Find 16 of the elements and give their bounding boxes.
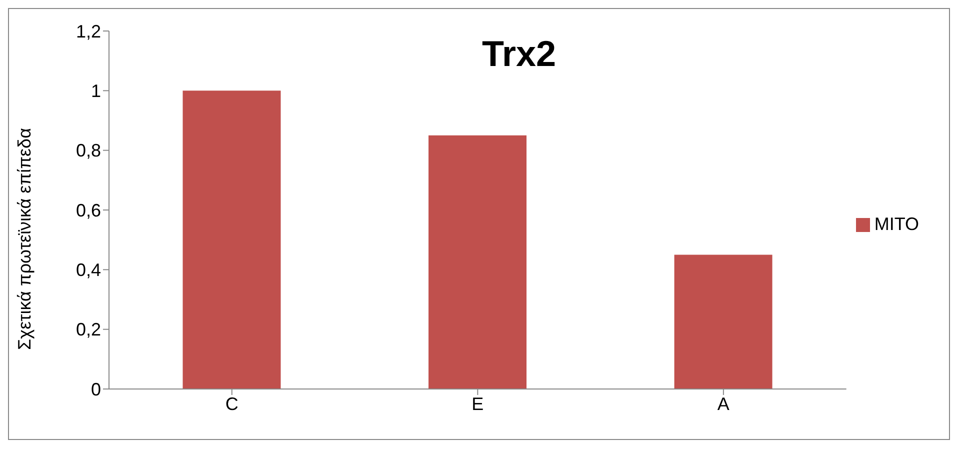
y-tick-label: 0,2: [76, 320, 101, 340]
y-tick-label: 0,6: [76, 200, 101, 220]
legend-label: MITO: [874, 214, 919, 234]
chart-title: Trx2: [480, 33, 558, 75]
bar: [428, 135, 527, 389]
x-tick-label: A: [717, 394, 730, 414]
y-tick-label: 1,2: [76, 21, 101, 42]
y-tick-label: 1: [90, 81, 101, 102]
y-tick-label: 0,8: [76, 140, 101, 161]
y-tick-label: 0: [90, 379, 101, 400]
y-tick-label: 0,4: [76, 260, 101, 280]
x-tick-label: C: [225, 394, 238, 414]
bar: [182, 90, 281, 389]
bar: [674, 254, 772, 389]
x-tick-label: E: [472, 394, 484, 414]
y-axis-title: Σχετικά πρωτεϊνικά επίπεδα: [14, 128, 34, 350]
